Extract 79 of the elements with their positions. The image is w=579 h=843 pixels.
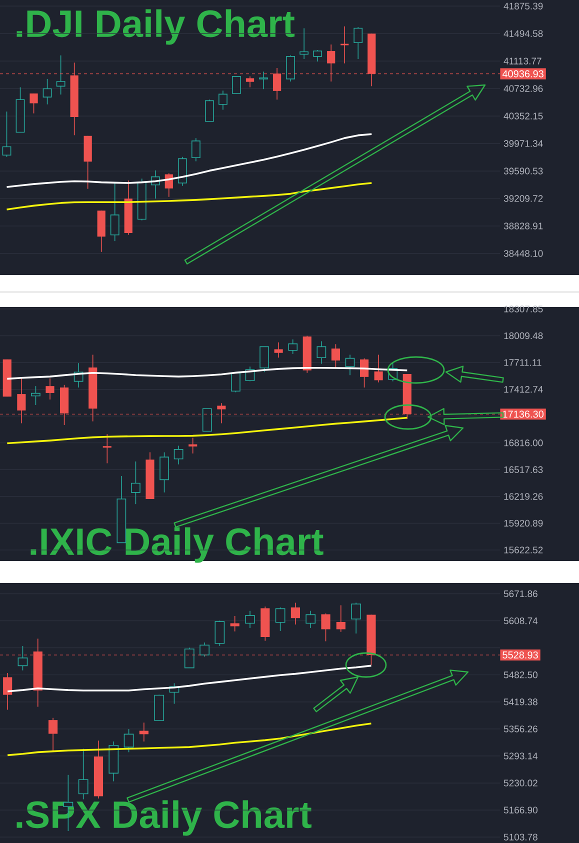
y-tick-label: 5482.50	[504, 672, 538, 678]
candlestick	[18, 646, 28, 671]
y-tick-label: 5356.26	[504, 726, 538, 732]
candlestick	[56, 54, 66, 95]
line-series	[6, 416, 408, 444]
y-tick-label: 39209.72	[504, 195, 543, 202]
candlestick	[3, 672, 12, 710]
y-tick-label: 16517.63	[504, 466, 543, 474]
y-tick-label: 39590.53	[504, 168, 543, 174]
y-tick-label: 17711.11	[504, 359, 542, 366]
candlestick	[286, 54, 295, 82]
y-tick-label: 17412.74	[504, 386, 543, 393]
candlestick	[290, 602, 300, 625]
y-tick-label: 38448.10	[504, 250, 543, 257]
candlestick	[288, 338, 298, 354]
y-tick-label: 41494.58	[504, 30, 543, 37]
candlestick	[160, 452, 169, 493]
y-tick-label: 41113.77	[504, 58, 542, 64]
y-tick-label: 18307.85	[504, 306, 543, 312]
candlestick	[321, 613, 330, 642]
candlestick	[42, 78, 52, 105]
y-tick-label: 16816.00	[504, 440, 543, 446]
candlestick	[336, 604, 346, 632]
y-tick-label: 18009.48	[504, 332, 543, 340]
y-tick-label: 40732.96	[504, 85, 543, 92]
y-tick-label: 15622.52	[504, 546, 543, 554]
candlestick	[245, 610, 255, 628]
candlestick	[259, 71, 268, 90]
candlestick	[205, 99, 214, 122]
candlestick	[313, 50, 322, 62]
candlestick	[184, 647, 194, 668]
candlestick	[300, 28, 309, 60]
candlestick	[230, 616, 240, 632]
y-tick-label: 5608.74	[504, 617, 538, 624]
candlestick	[46, 378, 54, 400]
candlestick	[345, 354, 355, 376]
candlestick	[260, 346, 269, 373]
annotation: .IXIC Daily Chart	[30, 527, 324, 563]
candlestick	[306, 610, 316, 628]
y-tick-label: 5671.86	[504, 590, 538, 598]
y-tick-label: 38828.91	[504, 222, 543, 230]
candlestick	[110, 182, 120, 242]
ref-line-label: 40936.93	[502, 70, 544, 78]
candlestick	[316, 340, 326, 364]
candlestick	[275, 607, 286, 632]
candlestick	[351, 602, 362, 634]
candlestick	[188, 437, 198, 454]
candlestick	[30, 93, 38, 114]
y-tick-label: 16219.26	[504, 493, 543, 500]
annotation: .DJI Daily Chart	[16, 9, 295, 45]
candlestick	[246, 76, 254, 88]
candlestick	[48, 718, 58, 751]
candlestick	[131, 461, 140, 504]
candlestick	[331, 344, 340, 369]
y-tick-label: 39971.34	[504, 140, 543, 147]
candlestick	[102, 434, 112, 464]
y-tick-label: 41875.39	[504, 2, 543, 10]
y-tick-label: 5103.78	[504, 834, 538, 840]
y-tick-label: 5230.02	[504, 780, 538, 786]
y-tick-label: 5419.38	[504, 698, 538, 706]
candlestick	[191, 138, 200, 162]
candlestick	[231, 372, 240, 393]
y-tick-label: 5293.14	[504, 752, 538, 760]
candlestick	[31, 386, 40, 406]
candlestick	[214, 620, 225, 646]
candlestick	[374, 354, 383, 383]
y-tick-label: 40352.15	[504, 112, 543, 120]
candlestick	[354, 26, 363, 60]
candlestick	[78, 748, 88, 800]
candlestick	[202, 408, 212, 432]
ref-line-label: 5528.93	[502, 651, 538, 659]
y-tick-label: 5166.90	[504, 806, 538, 814]
candlestick	[174, 445, 184, 465]
candlestick	[218, 90, 228, 110]
candlestick	[232, 76, 241, 94]
y-tick-label: 15920.89	[504, 520, 543, 527]
candlestick	[274, 342, 283, 358]
candlestick	[200, 642, 210, 658]
candlestick	[124, 728, 134, 753]
